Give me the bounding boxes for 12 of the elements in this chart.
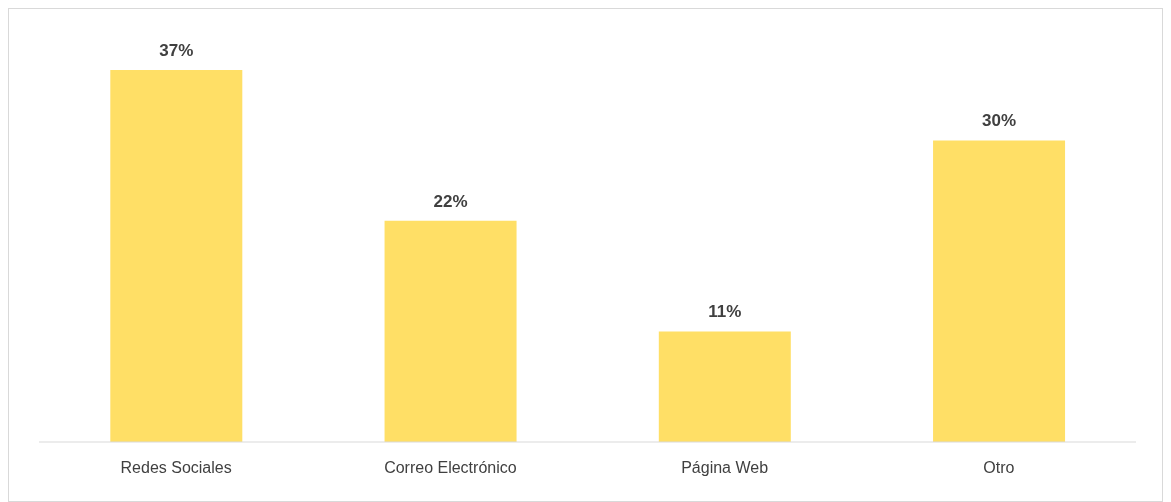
x-tick-label: Página Web — [681, 459, 769, 477]
x-tick-label: Correo Electrónico — [384, 459, 517, 477]
data-label: 30% — [982, 111, 1017, 131]
data-label: 11% — [708, 302, 742, 322]
data-label: 37% — [159, 41, 194, 60]
bar — [384, 220, 517, 442]
bar — [110, 70, 243, 442]
bar — [658, 331, 791, 442]
data-label: 22% — [433, 191, 468, 211]
x-tick-label: Otro — [983, 459, 1015, 477]
x-tick-label: Redes Sociales — [120, 459, 232, 477]
bar — [933, 140, 1066, 442]
